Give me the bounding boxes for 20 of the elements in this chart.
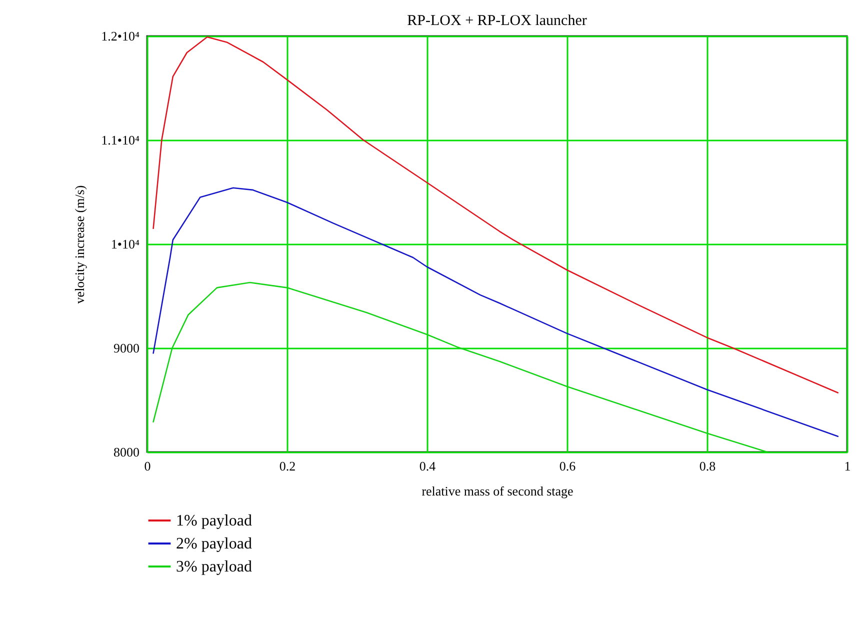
y-axis-title: velocity increase (m/s) [72,185,88,304]
chart-title: RP-LOX + RP-LOX launcher [407,13,587,29]
line-series [152,36,839,394]
x-axis-title: relative mass of second stage [422,484,574,498]
y-tick-label: 1•10⁴ [110,236,140,252]
y-tick-label: 8000 [114,444,140,460]
line-series [152,187,839,438]
x-tick-label: 0.8 [699,458,716,474]
x-tick-label: 0.6 [559,458,576,474]
x-tick-label: 0.2 [279,458,296,474]
y-tick-label: 1.1•10⁴ [101,132,140,148]
x-tick-label: 0 [144,458,151,474]
legend-label: 2% payload [176,536,252,552]
legend-label: 3% payload [176,558,252,576]
line-series [152,282,768,452]
y-tick-label: 9000 [114,340,140,356]
x-tick-label: 0.4 [419,458,436,474]
x-tick-label: 1 [844,458,851,474]
y-tick-label: 1.2•10⁴ [101,28,140,44]
legend-label: 1% payload [176,512,252,530]
